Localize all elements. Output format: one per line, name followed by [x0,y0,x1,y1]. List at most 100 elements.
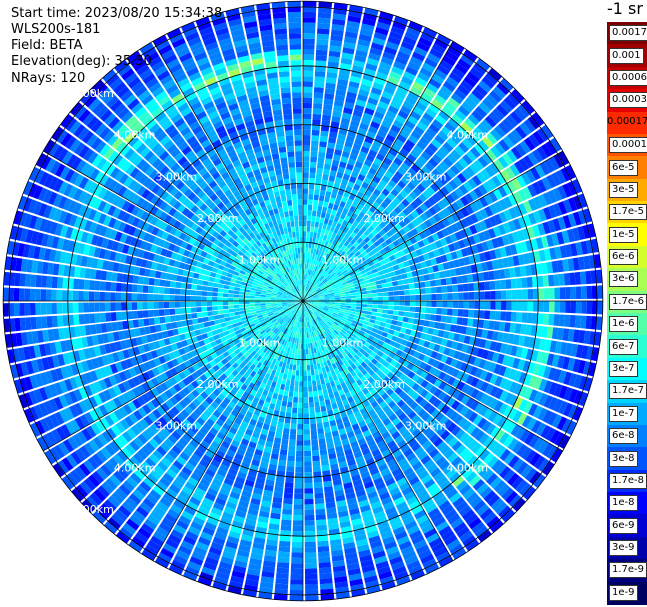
ray-bin [402,225,411,234]
ray-bin [375,280,382,285]
ray-bin [303,338,306,344]
ray-bin [507,356,516,368]
ray-bin [395,257,403,264]
ray-bin [538,458,551,473]
ray-bin [533,391,543,404]
ray-bin [508,455,520,468]
ray-bin [360,313,366,318]
ray-bin [489,385,499,397]
ray-bin [379,346,387,353]
ray-bin [367,301,373,305]
ray-bin [416,183,426,193]
ray-bin [500,169,511,182]
ray-bin [339,331,345,337]
ray-bin [346,330,353,336]
ray-bin [441,504,455,516]
ray-bin [346,210,354,218]
ray-bin [498,139,510,152]
ray-bin [303,268,305,275]
ray-bin [314,189,320,196]
ray-bin [342,253,349,260]
ray-bin [529,452,542,467]
ray-bin [283,390,289,397]
ray-bin [303,365,307,371]
ray-bin [450,190,460,201]
ray-bin [355,178,363,187]
ray-bin [308,302,314,305]
ray-bin [412,242,421,251]
ray-bin [404,407,413,416]
ray-bin [293,514,303,521]
ray-bin [317,535,329,542]
ray-bin [336,255,343,261]
ray-bin [334,307,340,311]
ray-bin [394,386,403,395]
ray-bin [428,395,438,405]
ray-bin [516,461,529,475]
ray-bin [310,151,318,158]
ray-bin [356,244,363,251]
ray-bin [295,370,300,376]
ray-bin [351,277,358,282]
ray-bin [340,238,347,245]
ray-bin [341,150,350,159]
ray-bin [331,24,345,31]
ray-bin [379,96,391,105]
ray-bin [420,92,433,103]
ray-bin [402,216,411,225]
ray-bin [382,51,396,61]
ray-bin [308,396,314,403]
ray-bin [325,283,331,288]
ray-bin [500,279,507,290]
ray-bin [535,325,543,337]
ray-bin [339,306,346,310]
ray-bin [357,94,368,102]
ray-bin [434,179,444,189]
ray-bin [567,357,576,372]
ray-bin [346,372,353,380]
ray-bin [310,308,315,313]
ray-bin [313,87,324,94]
ray-bin [597,301,603,315]
ray-bin [291,552,303,559]
ray-bin [333,336,339,343]
ray-bin [490,497,504,511]
ray-bin [575,301,582,314]
ray-bin [382,217,390,226]
ray-bin [516,229,525,242]
ray-bin [350,171,359,179]
ray-bin [540,235,549,249]
ray-bin [338,257,345,263]
ray-bin [407,388,416,397]
ray-bin [390,161,400,171]
ray-bin [306,354,310,360]
ray-bin [469,201,479,213]
ray-bin [303,156,310,162]
ray-bin [512,357,521,369]
ray-bin [578,256,586,270]
ray-bin [357,39,371,48]
ray-bin [574,315,582,329]
ray-bin [345,301,352,304]
ray-bin [386,222,395,230]
ray-bin [198,322,205,329]
ray-bin [553,398,563,413]
ray-bin [364,107,375,116]
ray-bin [367,97,379,106]
ray-bin [415,248,423,257]
ray-bin [333,310,339,315]
ray-bin [407,213,416,222]
ray-bin [325,82,336,90]
ray-bin [324,93,335,100]
ray-bin [506,301,512,311]
ray-bin [313,482,323,489]
ray-bin [284,368,289,375]
ray-bin [362,18,376,27]
ray-bin [484,72,499,85]
ray-bin [353,374,360,382]
ray-bin [413,351,421,359]
ray-bin [456,526,470,538]
ray-bin [350,306,357,309]
ray-bin [505,166,516,179]
ray-bin [445,408,455,418]
